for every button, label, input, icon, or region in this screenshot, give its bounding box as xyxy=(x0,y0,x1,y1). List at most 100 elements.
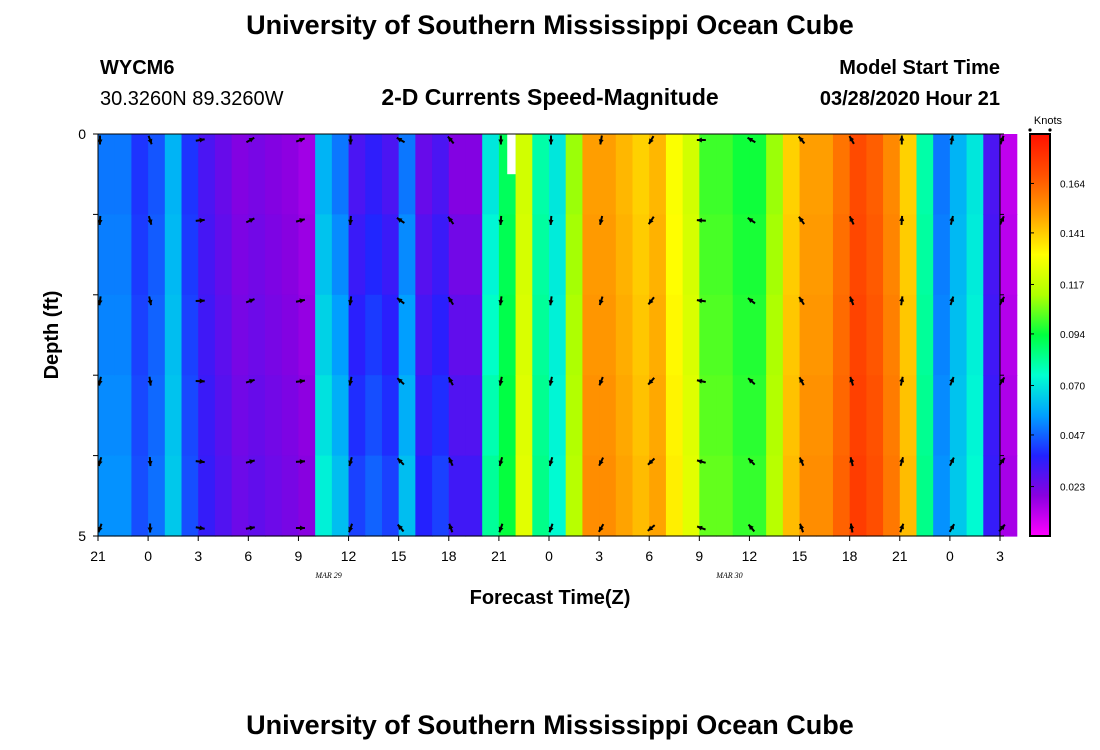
heat-cell xyxy=(933,294,951,376)
y-axis: 05 xyxy=(78,126,1004,544)
colorbar: 0.164 0.141 0.117 0.094 0.070 0.047 0.023 xyxy=(1028,128,1085,537)
heat-cell xyxy=(181,134,199,215)
heat-cell xyxy=(148,455,166,537)
heat-cell xyxy=(883,375,901,457)
heat-cell xyxy=(716,294,734,376)
x-tick-label: 21 xyxy=(90,548,106,564)
heat-cell xyxy=(148,375,166,457)
current-vector-arrow xyxy=(647,216,655,225)
current-vector-arrow xyxy=(647,296,655,305)
heat-cell xyxy=(933,214,951,296)
current-vector-arrow xyxy=(97,376,103,386)
heat-cell xyxy=(331,134,350,215)
x-tick-label: 18 xyxy=(842,548,858,564)
heat-cell xyxy=(649,375,667,457)
current-vector-arrow xyxy=(348,376,354,386)
current-vector-arrow xyxy=(97,296,103,306)
heat-cell xyxy=(565,375,583,457)
heat-cell xyxy=(515,375,533,457)
heat-cell xyxy=(432,375,450,457)
current-vector-arrow xyxy=(447,216,455,225)
heat-cell xyxy=(766,214,784,296)
heat-cell xyxy=(899,455,918,537)
heat-cell xyxy=(298,455,316,537)
heat-cell xyxy=(816,455,834,537)
heat-cell xyxy=(732,134,751,215)
current-vector-arrow xyxy=(598,215,604,226)
heat-cell xyxy=(415,214,433,296)
heat-cell xyxy=(398,214,416,296)
current-vector-arrow xyxy=(949,296,955,306)
heat-cell xyxy=(465,134,483,215)
heat-cell xyxy=(649,455,667,537)
heat-cell xyxy=(632,455,650,537)
colorbar-tick-label: 0.141 xyxy=(1060,229,1085,240)
current-vector-arrow xyxy=(899,215,905,225)
heat-cell xyxy=(682,375,700,457)
y-tick-label: 5 xyxy=(78,528,86,544)
heat-cell xyxy=(749,214,767,296)
current-vector-arrow xyxy=(97,523,103,533)
heat-cell xyxy=(315,375,333,457)
station-id: WYCM6 xyxy=(100,57,174,79)
heat-cell xyxy=(766,134,784,215)
heat-cell xyxy=(933,375,951,457)
heat-cell xyxy=(432,134,450,215)
heat-cell xyxy=(214,134,233,215)
heat-cell xyxy=(949,455,968,537)
x-tick-label: 18 xyxy=(441,548,457,564)
heat-cell xyxy=(1000,214,1018,296)
heat-cell xyxy=(983,375,1001,457)
heat-cell xyxy=(549,455,567,537)
heat-cell xyxy=(181,375,199,457)
colorbar-tick-label: 0.164 xyxy=(1060,179,1085,190)
heat-cell xyxy=(732,455,751,537)
heat-cell xyxy=(699,294,717,376)
current-vector-arrow xyxy=(899,456,905,467)
heat-cell xyxy=(482,455,500,537)
heat-cell xyxy=(599,294,617,376)
heat-cell xyxy=(816,134,834,215)
heat-cell xyxy=(281,375,300,457)
current-vector-arrow xyxy=(548,523,554,533)
current-vector-arrow xyxy=(245,459,255,465)
heat-cell xyxy=(482,375,500,457)
heat-cell xyxy=(766,375,784,457)
x-tick-label: 3 xyxy=(996,548,1004,564)
heat-cell xyxy=(265,214,283,296)
current-vector-arrow xyxy=(447,376,454,386)
heat-cell xyxy=(482,214,500,296)
heat-cell xyxy=(432,455,450,537)
heat-cell xyxy=(916,134,934,215)
current-vector-arrow xyxy=(447,296,455,306)
heat-cell xyxy=(732,294,751,376)
heatmap-cells xyxy=(98,134,1018,537)
heat-cell xyxy=(448,375,467,457)
heat-cell xyxy=(716,214,734,296)
heat-cell xyxy=(281,214,300,296)
x-tick-label: 21 xyxy=(491,548,507,564)
heat-cell xyxy=(866,294,884,376)
heat-cell xyxy=(432,214,450,296)
current-vector-arrow xyxy=(849,296,855,306)
current-vector-arrow xyxy=(696,137,706,143)
x-tick-label: 6 xyxy=(244,548,252,564)
heat-cell xyxy=(281,455,300,537)
model-start-time: 03/28/2020 Hour 21 xyxy=(820,88,1000,110)
heat-cell xyxy=(381,214,400,296)
heat-cell xyxy=(498,375,517,457)
heat-cell xyxy=(782,375,801,457)
heat-cell xyxy=(1000,134,1018,215)
heat-cell xyxy=(465,455,483,537)
current-vector-arrow xyxy=(396,136,406,144)
heat-cell xyxy=(799,134,817,215)
heat-cell xyxy=(532,375,550,457)
heat-cell xyxy=(949,134,968,215)
current-vector-arrow xyxy=(295,378,306,384)
heat-cell xyxy=(398,375,416,457)
heat-cell xyxy=(966,134,984,215)
date-label: MAR 30 xyxy=(715,571,742,580)
heat-cell xyxy=(849,375,867,457)
heat-cell xyxy=(632,375,650,457)
heat-cell xyxy=(899,214,918,296)
